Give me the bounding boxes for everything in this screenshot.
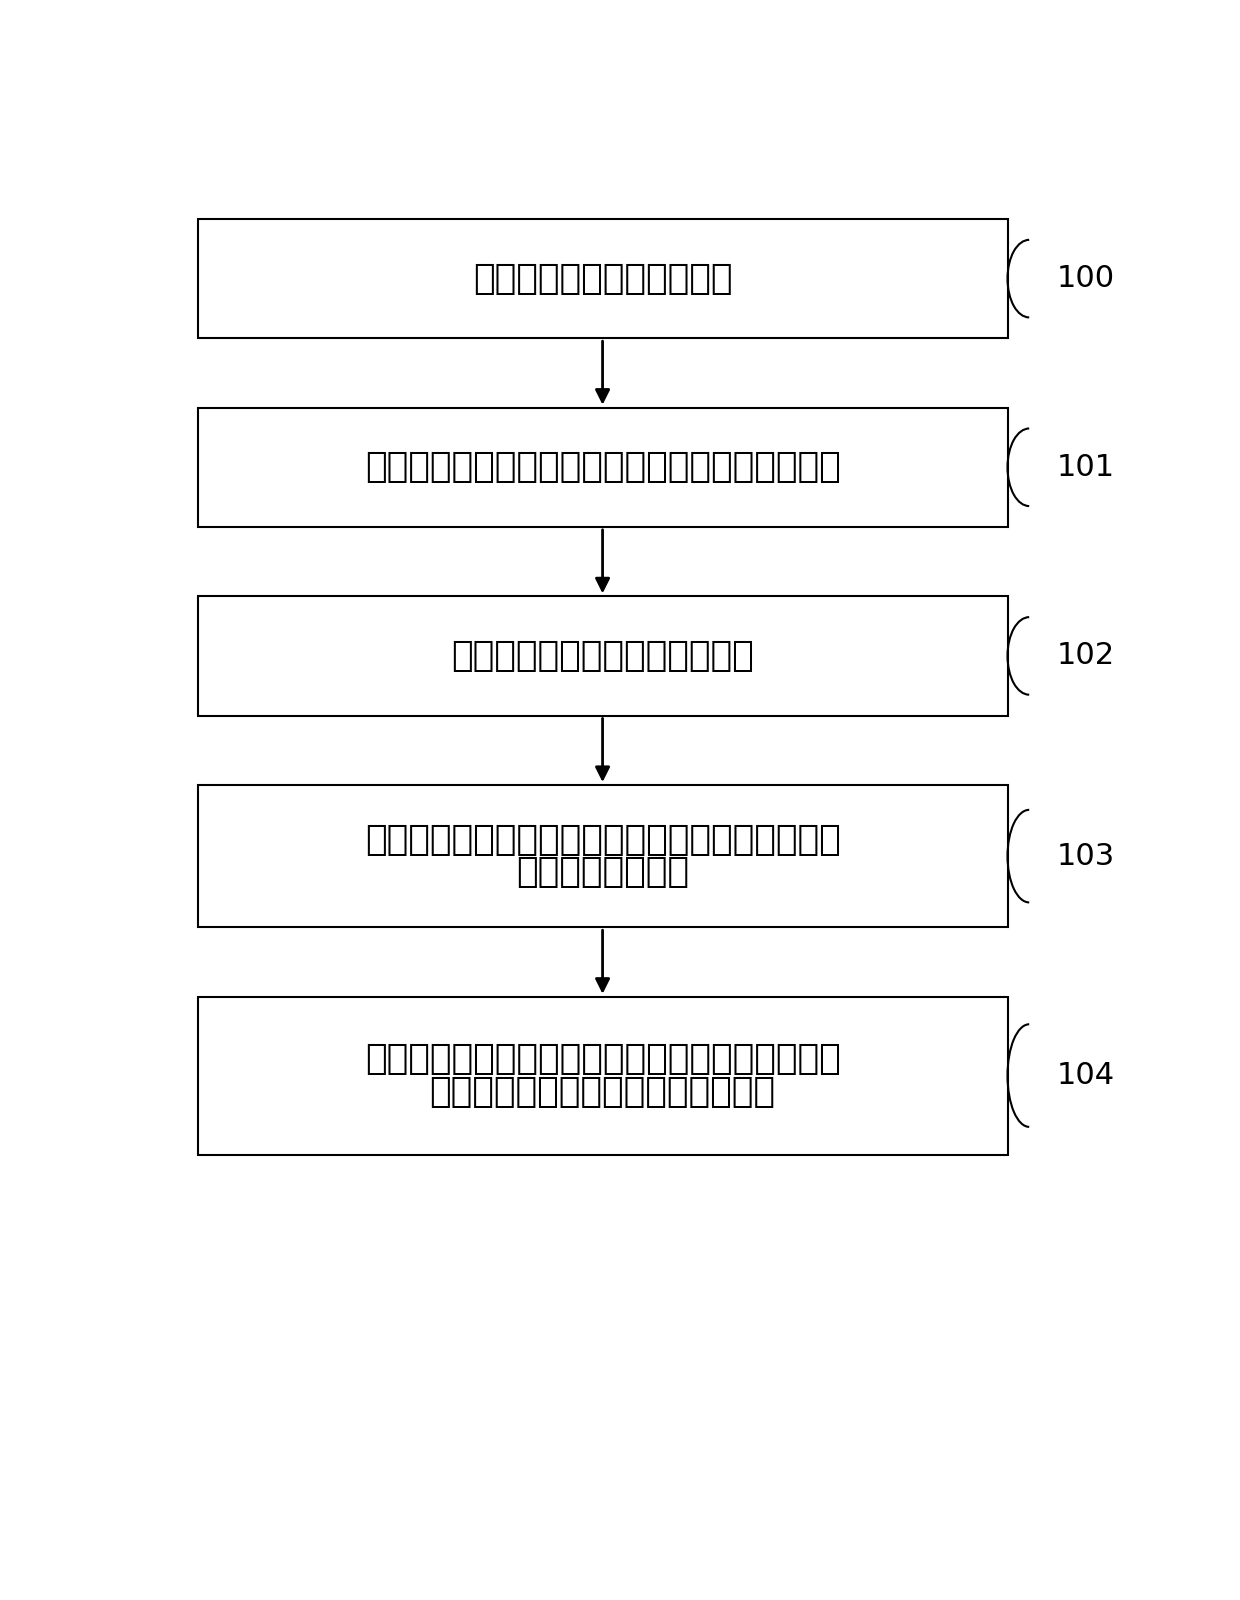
Text: 根据第二流量值，将第二药液的流量维持在以第二: 根据第二流量值，将第二药液的流量维持在以第二 [365, 1043, 841, 1077]
Text: 103: 103 [1056, 842, 1115, 870]
Text: 104: 104 [1056, 1061, 1115, 1090]
Text: 在注入第一药液的同时，将第二药液注入第一容器: 在注入第一药液的同时，将第二药液注入第一容器 [365, 450, 841, 485]
Text: 根据第一流量值和预设的药液比例值计算获得第二: 根据第一流量值和预设的药液比例值计算获得第二 [365, 822, 841, 858]
Text: 101: 101 [1056, 453, 1115, 482]
Bar [197, 997, 1007, 1155]
Text: 药液的第二流量值: 药液的第二流量值 [516, 856, 689, 890]
Bar [197, 786, 1007, 928]
Text: 100: 100 [1056, 264, 1115, 293]
Text: 实时获取第一药液的第一流量值: 实时获取第一药液的第一流量值 [451, 638, 754, 674]
Bar [197, 219, 1007, 338]
Text: 将第一药液注入到第一容器: 将第一药液注入到第一容器 [472, 262, 733, 296]
Bar [197, 408, 1007, 526]
Text: 102: 102 [1056, 642, 1115, 670]
Bar [197, 597, 1007, 715]
Text: 流量值为中心的第一预设数值范围内: 流量值为中心的第一预设数值范围内 [429, 1075, 775, 1109]
